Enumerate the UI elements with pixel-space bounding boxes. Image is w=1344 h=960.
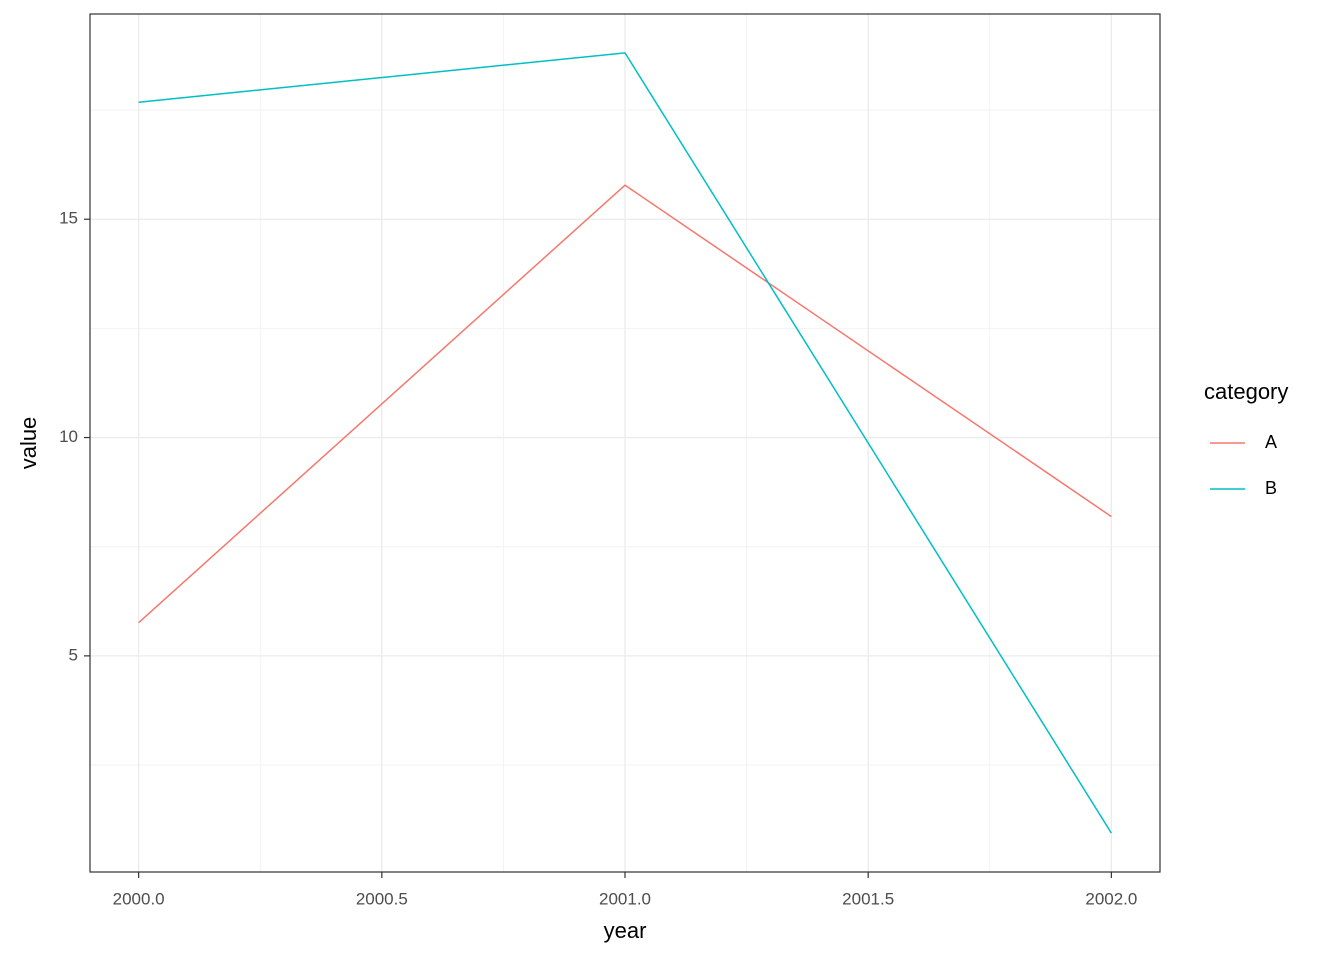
- series-line: [138, 184, 1112, 624]
- x-tick-label: 2002.0: [1085, 889, 1137, 908]
- grid: [90, 14, 1160, 872]
- y-axis-title: value: [16, 417, 41, 470]
- x-tick-label: 2000.0: [113, 889, 165, 908]
- y-tick-label: 5: [69, 645, 78, 664]
- legend-label: A: [1265, 432, 1277, 452]
- y-tick-label: 10: [59, 427, 78, 446]
- legend-label: B: [1265, 478, 1277, 498]
- lines: [138, 52, 1112, 834]
- y-tick-label: 15: [59, 209, 78, 228]
- legend-title: category: [1204, 379, 1288, 404]
- x-axis-title: year: [604, 918, 647, 943]
- series-line: [138, 52, 1112, 834]
- x-tick-label: 2001.5: [842, 889, 894, 908]
- x-tick-label: 2001.0: [599, 889, 651, 908]
- x-tick-label: 2000.5: [356, 889, 408, 908]
